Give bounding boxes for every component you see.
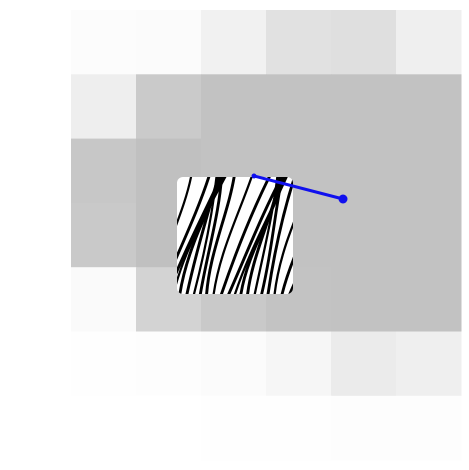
heatmap-cell <box>201 10 267 75</box>
zebra-stripe <box>252 177 280 294</box>
heatmap-cell <box>331 395 397 461</box>
heatmap-cell <box>266 74 332 140</box>
heatmap-cell <box>71 331 137 397</box>
heatmap-cell <box>396 138 462 204</box>
zebra-stripe <box>259 177 285 294</box>
zebra-stripe <box>279 177 293 294</box>
heatmap-cell <box>71 138 137 204</box>
pointer-line-segment <box>252 174 345 201</box>
heatmap-cell <box>331 138 397 204</box>
heatmap-cell <box>396 10 462 75</box>
heatmap-cell <box>136 74 202 140</box>
zebra-stripe <box>198 177 224 294</box>
heatmap-cell <box>71 395 137 461</box>
pointer-line-start-dot <box>251 173 257 179</box>
heatmap-cell <box>266 331 332 397</box>
heatmap-cell <box>331 331 397 397</box>
zebra-stripe <box>191 177 219 294</box>
heatmap-cell <box>136 395 202 461</box>
zebra-stripe <box>211 177 255 294</box>
heatmap-cell <box>396 331 462 397</box>
heatmap-cell <box>396 267 462 332</box>
heatmap-cell <box>266 395 332 461</box>
heatmap-cell <box>331 202 397 268</box>
pointer-line <box>251 173 348 204</box>
heatmap-cell <box>331 74 397 140</box>
heatmap-cell <box>71 74 137 140</box>
zebra-stripe <box>218 177 273 294</box>
heatmap-cell <box>136 331 202 397</box>
heatmap-cell <box>201 395 267 461</box>
heatmap-cell <box>136 10 202 75</box>
heatmap-cell <box>201 331 267 397</box>
heatmap-cell <box>71 267 137 332</box>
zebra-stripe <box>272 177 293 294</box>
heatmap-cell <box>396 74 462 140</box>
heatmap-cell <box>396 395 462 461</box>
heatmap-cell <box>396 202 462 268</box>
heatmap-cell <box>331 10 397 75</box>
heatmap-cell <box>201 74 267 140</box>
zebra-stripe <box>245 177 282 294</box>
zebra-stripe <box>177 177 212 294</box>
zebra-stripe-texture-icon <box>177 177 293 294</box>
zebra-stripe <box>177 177 227 294</box>
pointer-line-end-dot[interactable] <box>338 194 348 204</box>
heatmap-cell <box>266 10 332 75</box>
heatmap-cell <box>71 10 137 75</box>
zebra-stripe <box>177 177 194 294</box>
heatmap-cell <box>71 202 137 268</box>
zebra-stripe <box>204 177 237 294</box>
heatmap-cell <box>331 267 397 332</box>
